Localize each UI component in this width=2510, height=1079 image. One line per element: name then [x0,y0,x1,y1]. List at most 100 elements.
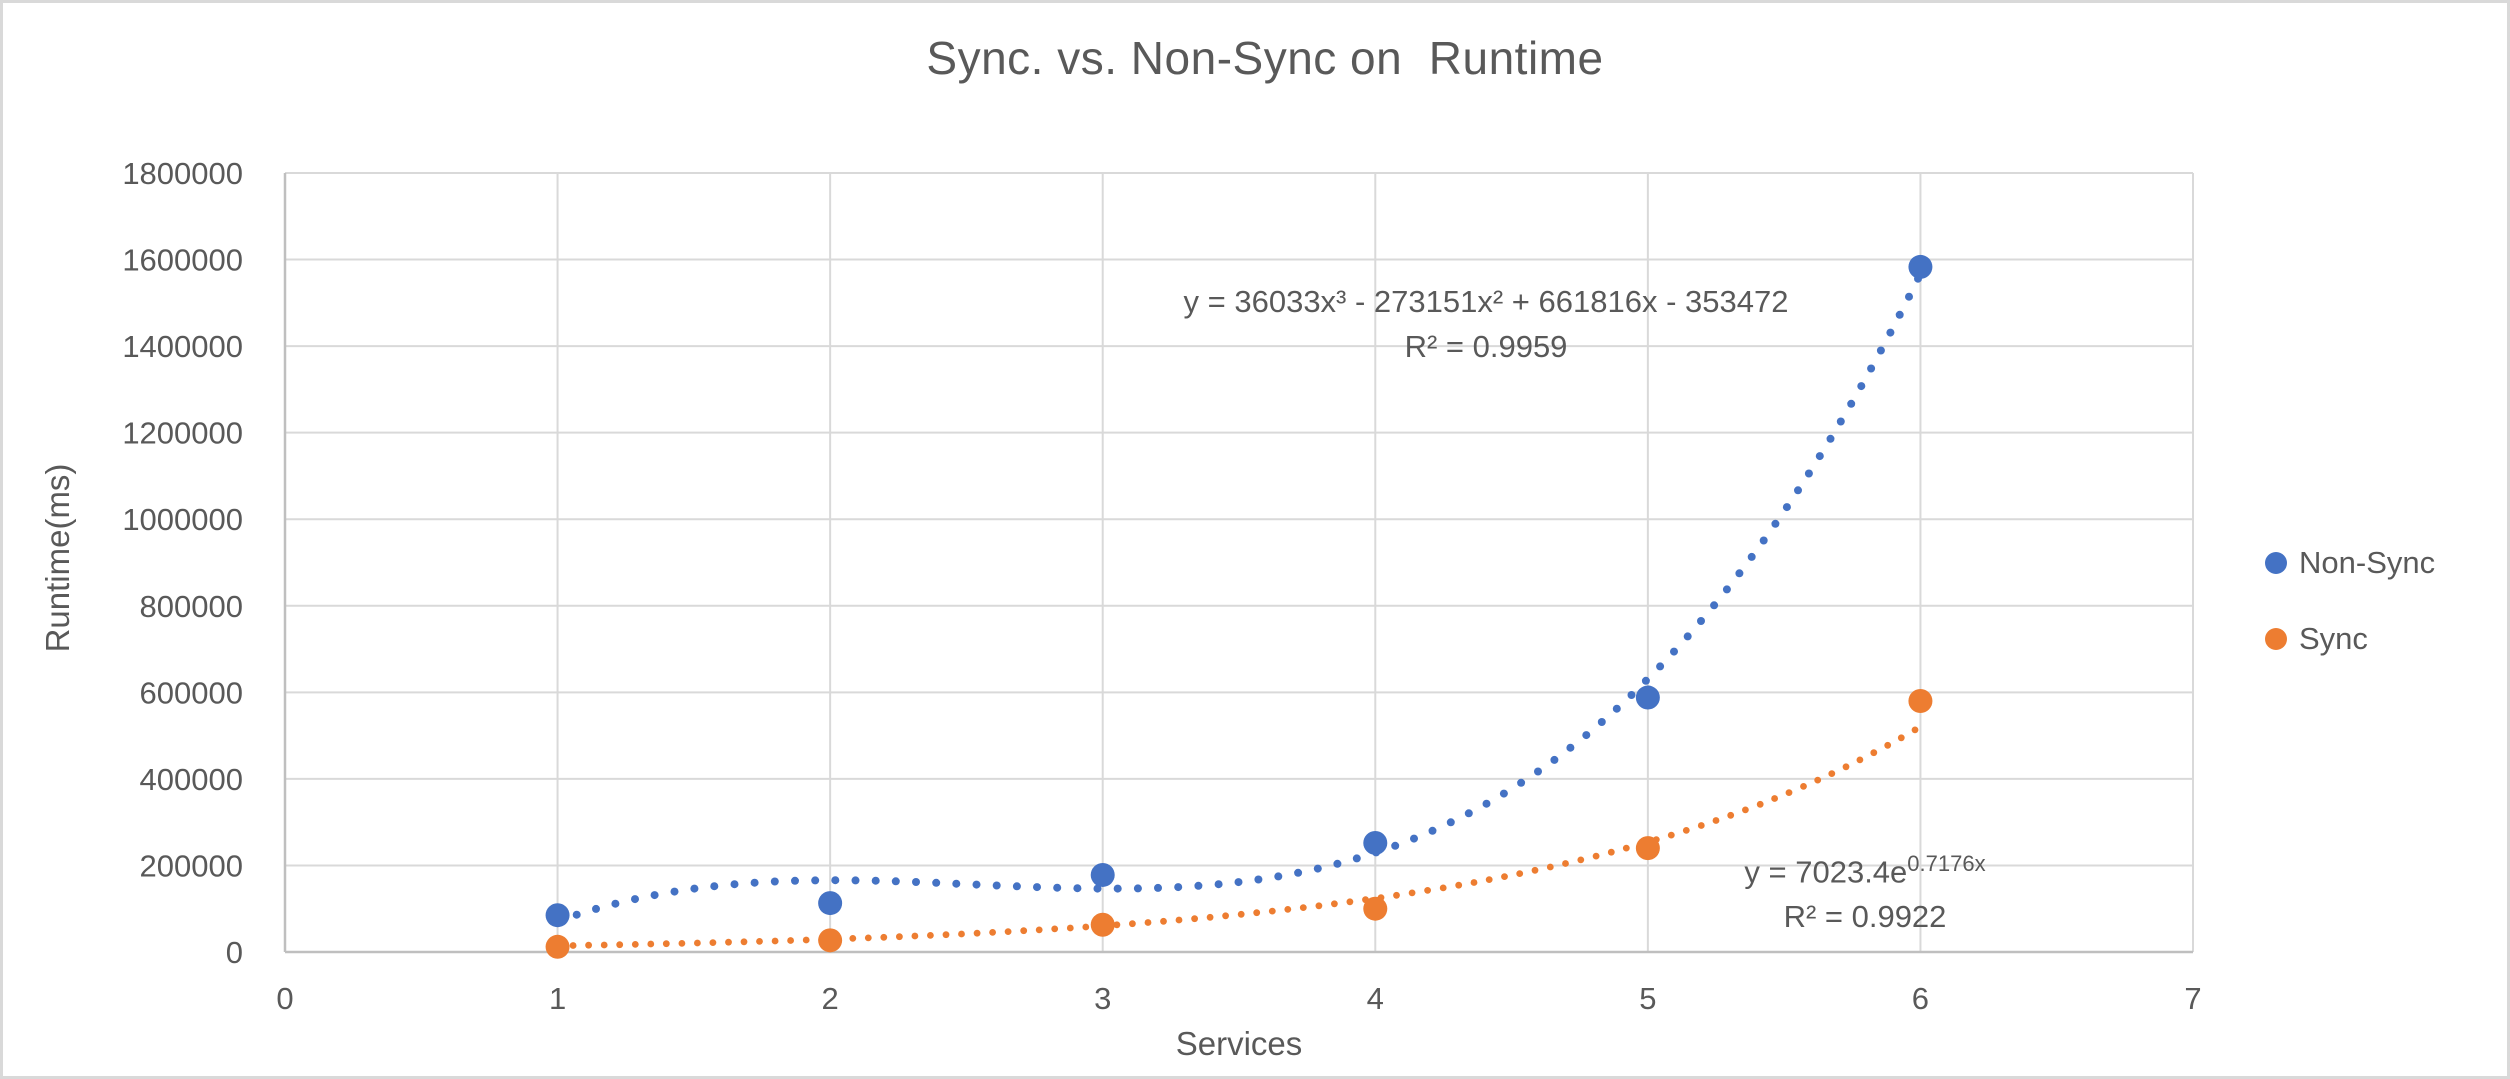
trendline-dot [756,938,763,945]
trendline-dot [1905,292,1913,301]
trendline-dot [1550,755,1559,764]
trendline-dot [952,879,961,888]
trendline-dot [1035,926,1043,934]
trendline-dot [1577,856,1585,864]
trendline-dot [1234,878,1243,887]
trendline-dot [896,933,903,941]
trendline-dot [1214,880,1223,889]
trendline-dot [616,941,624,949]
trendline-dot [1622,844,1630,852]
trendline-dot [1531,866,1539,874]
trendline-dot [690,884,699,893]
trendline-dot [1274,872,1283,881]
data-point-non-sync [1908,254,1933,279]
trendline-dot [1582,731,1591,740]
trendline-dot [911,932,919,940]
data-point-non-sync [1090,862,1115,887]
trendline-dot [1191,915,1198,923]
trendline-dot [1455,881,1463,889]
sync-trendline-equation: y = 7023.4e0.7176x R² = 0.9922 [1744,841,1985,939]
data-point-sync [1090,912,1115,937]
trendline-dot [1424,887,1431,894]
trendline-dot [1237,910,1245,918]
trendline-dot [1408,889,1416,897]
trendline-dot [831,876,840,885]
trendline-dot [851,876,860,885]
trendline-dot [1066,924,1074,932]
trendline-dot [1346,898,1354,906]
trendline-dot [1857,382,1866,391]
trendline-dot [1828,770,1836,777]
trendline-dot [1516,870,1524,877]
x-tick-label: 0 [276,981,293,1016]
y-tick-label: 1800000 [122,156,243,191]
trendline-dot [592,904,600,913]
trendline-dot [1222,912,1229,920]
trendline-dot [880,933,888,941]
trendline-dot [1470,879,1478,886]
trendline-dot [1597,718,1606,726]
trendline-dot [1284,906,1292,913]
trendline-dot [1033,883,1041,892]
trendline-dot [1886,328,1895,337]
trendline-dot [1313,864,1322,873]
data-point-non-sync [545,903,570,928]
y-tick-label: 1600000 [122,243,243,278]
x-tick-label: 3 [1094,981,1111,1016]
trendline-dot [1712,817,1720,824]
trendline-dot [871,876,880,885]
trendline-dot [740,938,748,946]
trendline-dot [1911,726,1919,734]
trendline-dot [1546,863,1554,871]
trendline-dot [1160,917,1167,925]
trendline-dot [1683,632,1692,641]
trendline-dot [1446,818,1455,827]
trendline-dot [787,937,794,944]
trendline-dot [1331,900,1338,908]
trendline-dot [1485,876,1493,883]
sync-r2-text: R² = 0.9922 [1783,899,1947,935]
y-tick-label: 200000 [140,848,243,883]
trendline-dot [1393,891,1400,899]
trendline-dot [811,876,820,885]
y-tick-label: 800000 [140,589,243,624]
trendline-dot [1133,884,1142,893]
trendline-dot [1727,811,1735,819]
data-point-non-sync [818,891,843,916]
trendline-dot [1697,617,1705,625]
trendline-dot [1144,919,1152,926]
trendline-dot [1804,469,1813,478]
trendline-dot [1299,904,1307,911]
trendline-dot [1742,806,1749,814]
trendline-dot [1856,756,1864,764]
trendline-dot [1129,920,1136,928]
trendline-dot [912,878,920,886]
trendline-dot [1154,883,1162,892]
trendline-dot [678,940,686,947]
y-tick-label: 1000000 [122,502,243,537]
trendline-dot [1867,364,1876,373]
trendline-dot [1499,789,1508,798]
trendline-dot [1410,834,1418,843]
trendline-dot [1352,854,1361,863]
trendline-dot [1206,913,1214,921]
trendline-dot [569,942,577,949]
trendline-dot [1517,778,1526,787]
trendline-dot [1826,434,1835,443]
trendline-dot [1697,822,1705,829]
non-sync-equation-text: y = 36033x³ - 273151x² + 661816x - 35347… [1183,284,1789,319]
trendline-dot [725,938,732,946]
x-tick-label: 2 [822,981,839,1016]
trendline-dot [1771,519,1780,528]
trendline-dot [1747,552,1756,561]
trendline-dot [989,929,996,936]
data-point-non-sync [1363,830,1388,855]
trendline-dot [1073,884,1082,893]
trendline-dot [864,934,872,942]
x-tick-label: 7 [2184,981,2201,1016]
chart-title: Sync. vs. Non-Sync on Runtime [926,32,1604,84]
trendline-dot [1759,536,1768,545]
trendline-dot [1566,743,1575,752]
trendline-dot [709,939,717,946]
trendline-dot [1612,704,1621,713]
